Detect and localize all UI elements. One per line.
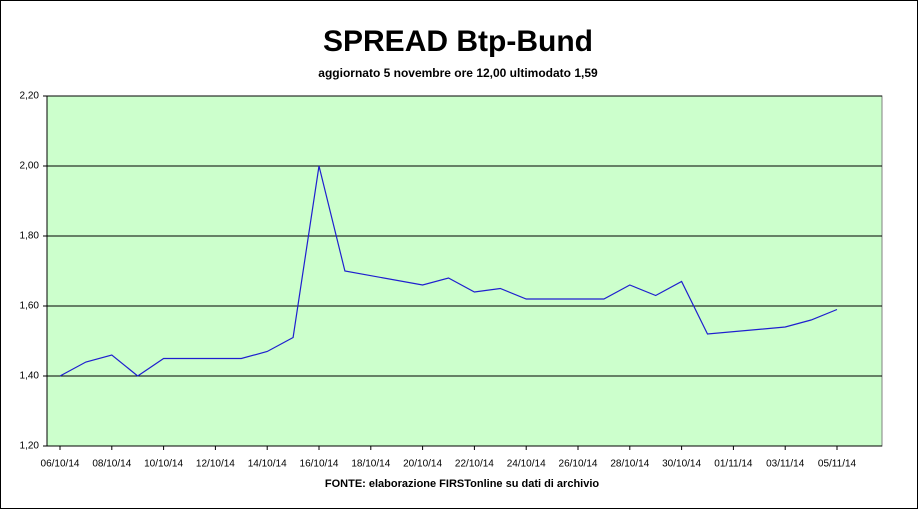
chart-subtitle: aggiornato 5 novembre ore 12,00 ultimoda…: [318, 66, 598, 80]
y-tick-label: 1,80: [20, 231, 40, 242]
x-tick-label: 28/10/14: [610, 459, 649, 470]
y-tick-label: 1,20: [20, 441, 40, 452]
plot-area: [46, 95, 883, 447]
x-tick-label: 26/10/14: [559, 459, 598, 470]
x-tick-label: 08/10/14: [92, 459, 131, 470]
x-tick-label: 16/10/14: [300, 459, 339, 470]
x-tick-label: 05/11/14: [818, 459, 857, 470]
x-tick-label: 30/10/14: [662, 459, 701, 470]
y-tick-label: 2,00: [20, 161, 40, 172]
x-tick-label: 18/10/14: [351, 459, 390, 470]
y-tick-label: 2,20: [20, 91, 40, 102]
x-tick-label: 01/11/14: [714, 459, 753, 470]
source-note: FONTE: elaborazione FIRSTonline su dati …: [325, 478, 599, 490]
x-tick-label: 10/10/14: [144, 459, 183, 470]
x-tick-label: 03/11/14: [766, 459, 805, 470]
x-tick-label: 24/10/14: [507, 459, 546, 470]
x-tick-label: 22/10/14: [455, 459, 494, 470]
chart-title: SPREAD Btp-Bund: [323, 25, 593, 58]
x-tick-label: 20/10/14: [403, 459, 442, 470]
series-line: [59, 165, 838, 377]
y-tick-label: 1,60: [20, 301, 40, 312]
x-tick-label: 06/10/14: [41, 459, 80, 470]
y-tick-label: 1,40: [20, 371, 40, 382]
x-tick-label: 12/10/14: [196, 459, 235, 470]
x-tick-label: 14/10/14: [248, 459, 287, 470]
